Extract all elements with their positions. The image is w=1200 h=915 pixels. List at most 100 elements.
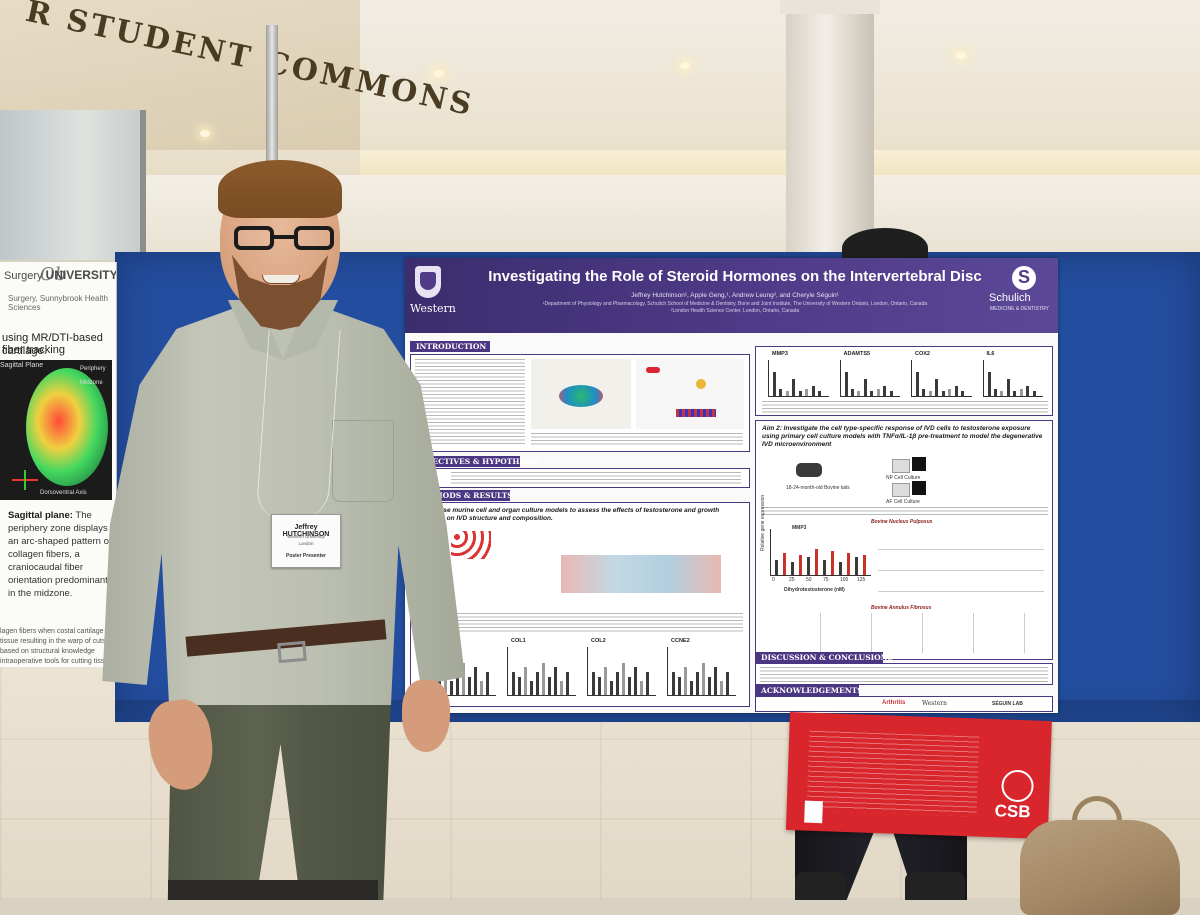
np-bar-chart	[770, 529, 871, 576]
receptor-icon	[646, 367, 660, 373]
background-person-shoe	[795, 872, 845, 900]
signaling-diagram	[636, 359, 744, 429]
chart-bar	[961, 390, 965, 396]
section-methods: METHODS & RESULTS	[410, 490, 513, 501]
figure-caption	[762, 507, 1048, 517]
background-person-shoe	[905, 872, 965, 900]
chart-bar	[818, 390, 822, 396]
chart-bar	[456, 672, 459, 695]
chart-bar	[628, 676, 631, 695]
gene-chart-title: MMP3	[772, 351, 788, 357]
left-poster-text-lead: Sagittal plane:	[8, 510, 73, 521]
left-poster-sub: Surgery, Sunnybrook Health Sciences	[8, 294, 108, 312]
aim-2-text: Aim 2: Investigate the cell type-specifi…	[762, 425, 1043, 448]
af-culture-label: AF Cell Culture	[886, 499, 920, 505]
glasses-lens-right	[294, 226, 334, 250]
man-shoes	[168, 880, 378, 900]
badge-role: Poster Presenter	[285, 553, 327, 559]
gene-chart-title: COL2	[591, 638, 606, 644]
gene-chart-title: ADAMTS5	[843, 351, 871, 357]
np-small-charts	[878, 529, 1044, 599]
chart-bar	[468, 676, 471, 695]
chart-bar	[831, 550, 834, 575]
badge-name: Jeffrey HUTCHINSON	[282, 524, 330, 538]
chart-bar	[672, 672, 675, 695]
schulich-logo-icon	[1012, 266, 1036, 290]
badge-location: London	[298, 541, 314, 546]
chart-bar	[598, 676, 601, 695]
chart-bar	[805, 389, 809, 396]
poster-title: Investigating the Role of Steroid Hormon…	[488, 268, 982, 285]
bovine-np-label: Bovine Nucleus Pulposus	[871, 519, 933, 525]
bovine-af-label: Bovine Annulus Fibrosus	[871, 605, 932, 611]
red-poster-text	[806, 730, 980, 817]
chart-bar	[616, 672, 619, 695]
chart-bar	[480, 681, 483, 695]
chart-bar	[791, 561, 794, 575]
chart-bar	[684, 667, 687, 695]
dose-tick-label: 75	[823, 577, 829, 583]
chart-bar	[462, 662, 465, 695]
section-objectives: OBJECTIVES & HYPOTHESIS	[410, 456, 539, 467]
figure-caption	[531, 433, 743, 447]
ack-logo: Western	[922, 700, 948, 707]
gene-chart	[667, 647, 736, 696]
left-poster-ob-mark: Ob	[40, 264, 67, 285]
gene-chart	[839, 360, 900, 397]
chart-bar	[604, 667, 607, 695]
chart-bar	[1000, 390, 1004, 396]
chart-bar	[646, 672, 649, 695]
chart-bar	[542, 662, 545, 695]
chart-bar	[622, 662, 625, 695]
chart-bar	[889, 390, 893, 396]
chart-bar	[610, 681, 613, 695]
glass-window	[0, 110, 146, 260]
western-crest-icon	[415, 266, 441, 298]
chart-bar	[954, 385, 958, 396]
chart-bar	[486, 672, 489, 695]
csb-logo: CSB	[994, 801, 1031, 822]
chart-bar	[935, 379, 939, 396]
chart-bar	[726, 672, 729, 695]
chart-bar	[863, 379, 867, 396]
fiber-tracking-image	[26, 368, 108, 486]
figure-label: Midzone	[80, 380, 103, 386]
gene-chart	[587, 647, 656, 696]
pillar-cap	[780, 0, 880, 14]
chart-bar	[876, 389, 880, 396]
chart-bar	[450, 681, 453, 695]
chart-bar	[775, 559, 778, 575]
af-small-charts	[770, 613, 1044, 653]
western-logo-text: Western	[410, 302, 456, 315]
chart-bar	[941, 390, 945, 396]
chart-bar	[863, 555, 866, 575]
chart-bar	[916, 372, 919, 396]
chart-bar	[928, 390, 932, 396]
poster-header: Western Investigating the Role of Steroi…	[405, 258, 1058, 333]
chart-bar	[855, 557, 858, 575]
chart-bar	[592, 672, 595, 695]
chart-bar	[922, 389, 926, 396]
chart-bar	[714, 667, 717, 695]
gene-chart-title: CCNE2	[671, 638, 690, 644]
objectives-panel	[410, 468, 750, 488]
chart-bar	[634, 667, 637, 695]
ceiling-spotlight	[680, 62, 690, 69]
chart-bar	[844, 372, 848, 396]
well-plate-icon	[451, 531, 491, 559]
gene-expression-panel: MMP3 ADAMTS5 COX2 IL6	[755, 346, 1053, 416]
affiliation-line: ²London Health Science Center, London, O…	[670, 308, 800, 314]
af-well-icon	[892, 483, 910, 497]
chart-bar	[870, 390, 874, 396]
chart-bar	[1006, 379, 1010, 396]
gene-chart	[911, 360, 972, 397]
chart-bar	[678, 676, 681, 695]
chart-bar	[993, 389, 997, 396]
chart-bar	[560, 681, 563, 695]
chart-bar	[799, 555, 802, 575]
red-poster-logo-box	[804, 800, 823, 824]
dose-tick-label: 25	[789, 577, 795, 583]
chart-bar	[512, 672, 515, 695]
backpack	[1020, 820, 1180, 915]
chart-bar	[792, 379, 796, 396]
